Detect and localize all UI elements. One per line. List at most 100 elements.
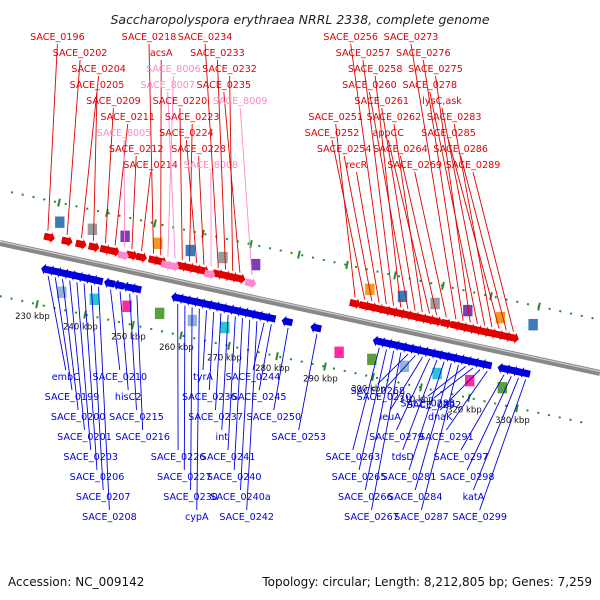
label-leader-line xyxy=(408,361,445,471)
label-leader-line xyxy=(252,322,265,371)
label-leader-line xyxy=(414,171,447,318)
gene-label: SACE_0260 xyxy=(342,80,397,91)
label-leader-line xyxy=(479,379,527,511)
label-leader-line xyxy=(420,364,459,511)
label-leader-line xyxy=(352,347,380,451)
label-leader-line xyxy=(196,308,200,511)
gene-label: SACE_0258 xyxy=(348,64,403,75)
rna-feature-arrow xyxy=(167,261,180,272)
gene-label: SACE_0212 xyxy=(109,144,164,155)
gene-label: SACE_0223 xyxy=(165,112,220,123)
gene-label: SACE_8005 xyxy=(97,128,152,139)
gene-label: katA xyxy=(463,492,485,503)
gene-label: cypA xyxy=(185,512,209,523)
gene-label: SACE_0279 xyxy=(369,432,424,443)
gene-label: SACE_0244 xyxy=(226,372,281,383)
label-leader-line xyxy=(453,123,493,328)
label-leader-line xyxy=(47,275,67,371)
gene-label: embC xyxy=(52,372,80,383)
label-leader-line xyxy=(258,324,272,391)
domain-box xyxy=(397,290,408,303)
label-leader-line xyxy=(356,171,380,303)
tick-rings xyxy=(0,191,600,425)
label-leader-line xyxy=(160,59,162,256)
gene-label: lysC,ask xyxy=(422,96,462,107)
domain-box xyxy=(495,311,506,325)
gene-label: SACE_0208 xyxy=(82,512,137,523)
scale-tick-label: 290 kbp xyxy=(303,374,338,384)
map-title: Saccharopolyspora erythraea NRRL 2338, c… xyxy=(110,12,489,27)
label-leader-line xyxy=(246,321,258,511)
gene-label: SACE_0240 xyxy=(207,472,262,483)
label-leader-line xyxy=(62,279,79,411)
forward-gene-arrow xyxy=(507,332,519,344)
label-leader-line xyxy=(66,59,81,236)
label-leader-line xyxy=(435,75,471,323)
scale-tick-label: 330 kbp xyxy=(495,416,530,426)
label-leader-line xyxy=(402,360,438,451)
label-leader-line xyxy=(208,311,215,391)
gene-label: SACE_0209 xyxy=(86,96,141,107)
forward-gene-arrow xyxy=(349,298,361,310)
gene-label: SACE_0283 xyxy=(427,112,482,123)
gene-label: dnaK xyxy=(428,412,453,423)
gene-label: tyrA xyxy=(193,372,213,383)
label-leader-line xyxy=(389,356,423,411)
gene-label: SACE_0278 xyxy=(402,80,457,91)
domain-box xyxy=(56,285,68,299)
label-leader-line xyxy=(129,293,137,411)
label-leader-line xyxy=(136,295,144,431)
label-leader-line xyxy=(371,352,402,511)
gene-label: SACE_0206 xyxy=(70,472,125,483)
gene-label: SACE_0262 xyxy=(367,112,422,123)
label-leader-line xyxy=(472,377,519,491)
label-leader-line xyxy=(141,171,152,252)
label-leader-line xyxy=(439,369,481,411)
gene-label: SACE_0291 xyxy=(419,432,474,443)
gene-label: int xyxy=(216,432,229,443)
label-leader-line xyxy=(93,91,98,241)
gene-label: SACE_0270 xyxy=(357,392,412,403)
gene-label: SACE_0269 xyxy=(387,160,442,171)
gene-label: SACE_0263 xyxy=(325,452,380,463)
major-tick xyxy=(83,310,87,319)
gene-label: SACE_0299 xyxy=(452,512,507,523)
domain-box xyxy=(366,353,378,366)
label-leader-line xyxy=(399,155,438,316)
major-tick xyxy=(275,352,279,361)
gene-label: SACE_0201 xyxy=(57,432,112,443)
label-leader-line xyxy=(427,366,466,397)
domain-box xyxy=(154,307,165,320)
gene-label: recR xyxy=(346,160,368,171)
domain-box xyxy=(333,345,345,359)
label-leader-line xyxy=(198,155,205,265)
label-leader-line xyxy=(343,155,373,302)
label-leader-line xyxy=(123,139,126,248)
label-leader-line xyxy=(374,75,402,308)
backbone-highlight xyxy=(0,240,600,373)
gene-label: SACE_0236 xyxy=(182,392,237,403)
gene-label: leuA xyxy=(380,412,402,423)
gene-label: SACE_8009 xyxy=(213,96,268,107)
label-leader-line xyxy=(216,59,226,270)
forward-gene-arrow xyxy=(233,273,246,285)
domain-box xyxy=(217,251,229,264)
gene-label: SACE_0200 xyxy=(51,412,106,423)
gene-label: SACE_0210 xyxy=(92,372,147,383)
label-leader-line xyxy=(298,334,318,431)
label-leader-line xyxy=(393,123,423,313)
label-leader-line xyxy=(472,171,514,332)
label-leader-line xyxy=(410,43,457,320)
label-leader-line xyxy=(331,139,366,300)
gene-label: SACE_0265 xyxy=(332,472,387,483)
rna-feature-arrow xyxy=(117,250,129,262)
major-tick xyxy=(153,219,157,228)
gene-label: SACE_0242 xyxy=(219,512,274,523)
gene-label: SACE_0257 xyxy=(336,48,391,59)
major-tick xyxy=(515,404,519,413)
forward-gene-arrow xyxy=(440,318,452,330)
gene-label: SACE_0196 xyxy=(30,32,85,43)
major-tick xyxy=(297,250,301,259)
major-tick xyxy=(227,341,231,350)
gene-label: appCC xyxy=(372,128,404,139)
